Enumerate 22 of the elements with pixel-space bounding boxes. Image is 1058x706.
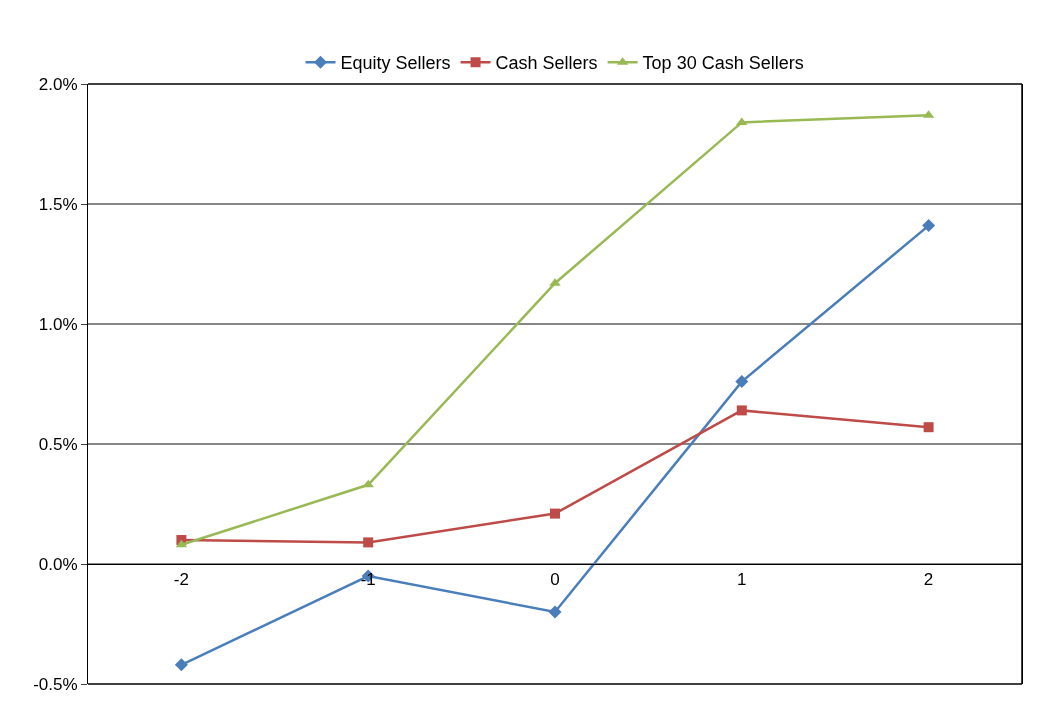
x-tick-label: 1 [737, 570, 747, 590]
point [362, 479, 374, 488]
legend-label: Equity Sellers [340, 53, 451, 74]
legend-label: Cash Sellers [495, 53, 598, 74]
point [923, 422, 934, 433]
point [922, 219, 936, 233]
point [735, 375, 749, 389]
point [174, 658, 188, 672]
y-tick-label: 1.0% [38, 314, 78, 334]
point [550, 508, 560, 519]
y-tick-label: 0.0% [38, 554, 78, 574]
y-tick-label: -0.5% [33, 674, 78, 694]
legend-label: Top 30 Cash Sellers [642, 53, 804, 74]
y-tick-label: 2.0% [38, 74, 78, 94]
x-tick-label: -2 [173, 570, 189, 590]
x-tick-label: 0 [550, 570, 560, 590]
y-tick-label: 0.5% [38, 434, 78, 454]
y-tick-label: 1.5% [38, 194, 78, 214]
point [363, 537, 374, 548]
point [548, 605, 562, 619]
x-tick-label: 2 [923, 570, 934, 590]
point [736, 405, 747, 416]
